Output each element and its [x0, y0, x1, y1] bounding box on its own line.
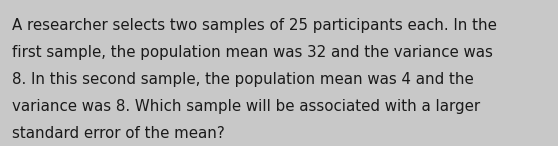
Text: first sample, the population mean was 32 and the variance was: first sample, the population mean was 32…	[12, 45, 493, 60]
Text: 8. In this second sample, the population mean was 4 and the: 8. In this second sample, the population…	[12, 72, 474, 87]
Text: A researcher selects two samples of 25 participants each. In the: A researcher selects two samples of 25 p…	[12, 18, 497, 33]
Text: variance was 8. Which sample will be associated with a larger: variance was 8. Which sample will be ass…	[12, 99, 480, 114]
Text: standard error of the mean?: standard error of the mean?	[12, 126, 225, 141]
